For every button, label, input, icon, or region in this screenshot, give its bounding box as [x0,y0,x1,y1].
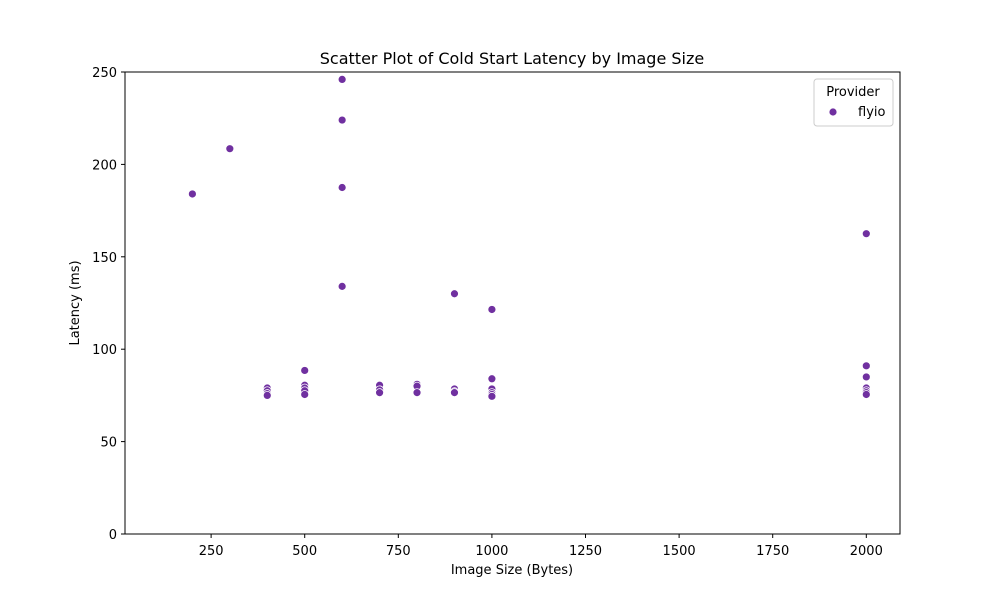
data-point [225,144,235,154]
data-point [861,361,871,371]
x-tick-label: 1750 [756,544,789,559]
data-point [861,372,871,382]
x-tick-label: 250 [199,544,224,559]
x-tick-label: 1250 [569,544,602,559]
chart-title: Scatter Plot of Cold Start Latency by Im… [320,49,704,68]
x-tick-label: 1500 [663,544,696,559]
data-point [337,281,347,291]
legend-title: Provider [826,85,880,100]
y-tick-label: 250 [92,66,117,81]
x-tick-label: 500 [292,544,317,559]
data-point [300,390,310,399]
legend-marker [828,107,838,117]
data-point [337,115,347,125]
y-tick-label: 200 [92,158,117,173]
x-tick-label: 1000 [475,544,508,559]
x-tick-label: 750 [386,544,411,559]
data-point [487,391,497,401]
data-point [300,366,310,375]
data-point [861,390,871,399]
legend-label: flyio [858,105,885,120]
x-tick-label: 2000 [850,544,883,559]
data-point [487,374,497,384]
x-axis-label: Image Size (Bytes) [451,563,573,578]
data-point [187,189,197,199]
y-tick-label: 100 [92,343,117,358]
y-tick-label: 150 [92,251,117,266]
data-point [450,289,459,299]
data-point [262,390,272,400]
y-axis: 0 50 100 150 200 250 [92,66,125,543]
data-points [187,74,871,401]
y-tick-label: 50 [100,436,117,451]
data-point [412,388,422,398]
data-point [337,183,347,192]
data-point [337,74,347,84]
data-point [487,305,497,314]
data-point [375,388,384,398]
data-point [450,388,459,398]
data-point [861,229,871,239]
plot-frame [124,71,901,535]
y-axis-label: Latency (ms) [68,260,83,345]
y-tick-label: 0 [109,528,117,543]
legend: Provider flyio [813,78,894,127]
x-axis: 250 500 750 1000 1250 1500 1750 2000 [199,534,883,559]
